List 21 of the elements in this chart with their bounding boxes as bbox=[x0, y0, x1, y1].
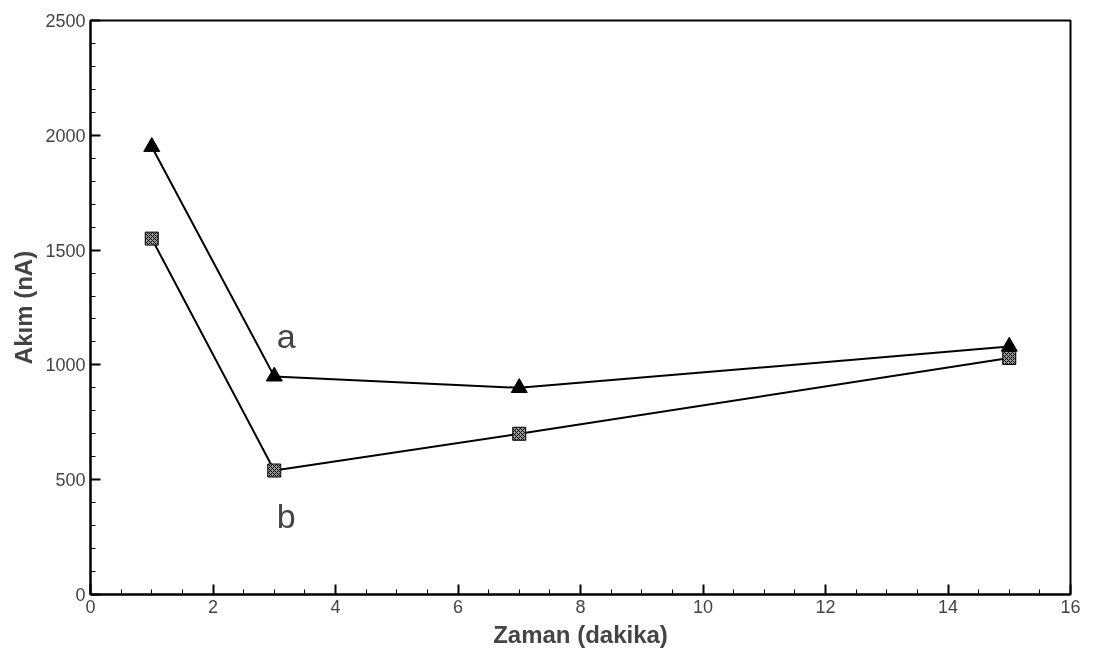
y-axis-title: Akım (nA) bbox=[10, 250, 38, 365]
y-tick-label: 1000 bbox=[45, 355, 86, 376]
x-tick-label: 14 bbox=[937, 596, 959, 617]
y-tick-label: 2500 bbox=[45, 11, 86, 31]
y-tick-label: 1500 bbox=[45, 240, 86, 261]
point bbox=[143, 137, 161, 152]
x-axis-title: Zaman (dakika) bbox=[493, 620, 668, 648]
point bbox=[265, 366, 283, 382]
x-tick-label: 10 bbox=[692, 596, 714, 617]
point bbox=[510, 378, 528, 393]
y-tick-label: 500 bbox=[55, 470, 86, 491]
x-tick-label: 2 bbox=[207, 596, 219, 617]
series-label: a bbox=[276, 317, 296, 356]
series-label: b bbox=[276, 496, 296, 535]
point bbox=[1000, 336, 1018, 352]
x-tick-label: 16 bbox=[1060, 596, 1081, 617]
y-tick-label: 2000 bbox=[45, 125, 86, 146]
x-tick-label: 6 bbox=[452, 596, 464, 617]
x-tick-label: 8 bbox=[575, 596, 586, 617]
x-tick-label: 12 bbox=[815, 596, 836, 617]
x-tick-label: 4 bbox=[330, 596, 341, 617]
